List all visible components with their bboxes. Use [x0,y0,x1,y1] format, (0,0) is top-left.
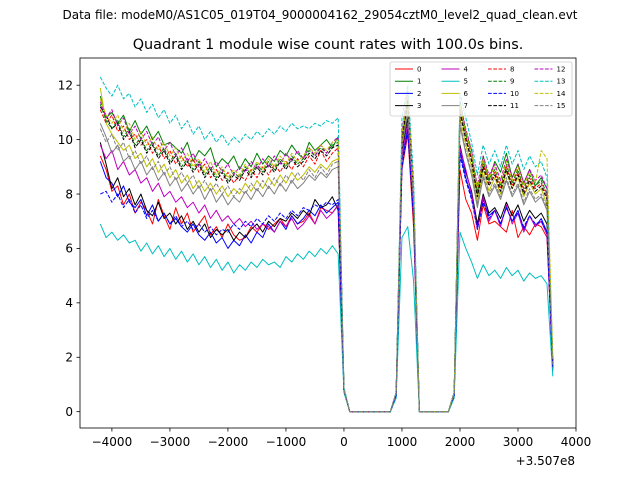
legend-label-11: 11 [510,102,519,110]
legend-label-4: 4 [464,66,469,74]
legend-label-2: 2 [417,90,421,98]
legend-label-12: 12 [557,66,566,74]
legend-label-8: 8 [510,66,514,74]
chart-title: Quadrant 1 module wise count rates with … [133,37,524,53]
series-line-0 [99,133,554,413]
y-tick-label: 12 [58,79,73,93]
x-tick-label: −1000 [266,435,307,449]
x-axis: −4000 −3000 −2000 −1000 0 1000 2000 3000 4000 [92,428,592,449]
legend-label-9: 9 [510,78,514,86]
y-tick-label: 4 [65,296,73,310]
series-line-12 [99,90,554,413]
y-tick-label: 0 [65,405,73,419]
legend-label-1: 1 [417,78,421,86]
y-tick-label: 8 [65,187,73,201]
y-tick-label: 6 [65,242,73,256]
y-axis: 0 2 4 6 8 10 12 [58,79,80,419]
series-line-3 [99,117,554,413]
x-tick-label: 2000 [445,435,476,449]
y-tick-label: 10 [58,133,73,147]
legend-label-7: 7 [464,102,468,110]
series-line-7 [99,111,554,413]
legend-label-3: 3 [417,102,421,110]
series-line-10 [100,130,554,413]
legend-label-0: 0 [417,66,421,74]
series-line-5 [99,223,554,413]
axes-frame [79,57,577,429]
y-tick-label: 2 [65,351,73,365]
legend-label-6: 6 [464,90,469,98]
x-tick-label: 1000 [387,435,418,449]
legend-box [389,61,573,117]
series-layer [99,76,554,413]
legend-label-5: 5 [464,78,468,86]
series-line-13 [99,76,554,413]
series-line-8 [99,98,554,413]
legend-label-10: 10 [510,90,519,98]
legend-label-13: 13 [557,78,566,86]
legend-label-14: 14 [557,90,566,98]
x-tick-label: 0 [340,435,348,449]
series-line-15 [99,111,554,413]
legend-label-15: 15 [557,102,566,110]
x-tick-label: 3000 [503,435,534,449]
x-tick-label: 4000 [561,435,592,449]
figure-suptitle: Data file: modeM0/AS1C05_019T04_90000041… [62,8,577,22]
x-tick-label: −4000 [92,435,133,449]
x-tick-label: −2000 [208,435,249,449]
x-offset-label: +3.507e8 [516,454,575,468]
series-line-14 [99,92,554,413]
x-tick-label: −3000 [150,435,191,449]
